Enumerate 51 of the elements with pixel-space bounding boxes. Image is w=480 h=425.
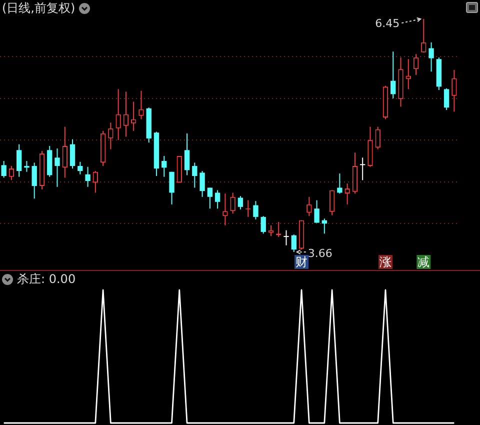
candlestick [375,126,380,150]
candlestick [413,54,419,76]
candlestick [452,69,457,112]
candlestick [16,144,22,178]
candlestick [222,193,228,226]
candlestick [207,187,213,210]
candlestick [314,200,320,224]
candlestick [253,200,258,220]
candlestick [268,224,274,237]
candlestick [238,196,244,210]
candlestick [78,161,83,175]
candlestick [62,126,68,178]
candlestick [444,88,450,111]
candlestick [260,216,266,234]
text: 涨 [379,255,392,270]
candlestick [8,165,14,181]
candlestick [32,162,37,200]
candlestick [24,160,30,172]
candlestick [214,190,220,210]
candlestick [70,138,76,169]
candlestick [337,173,342,194]
text: 减 [418,255,430,270]
candlestick [360,157,366,181]
candlestick [138,90,144,120]
candlestick [421,18,426,53]
candlestick [184,132,190,176]
annotation: 6.45 [375,16,400,30]
candlestick [230,192,236,214]
candlestick [92,170,98,194]
candlestick [368,126,373,168]
candlestick [123,91,129,138]
candlestick [344,183,350,205]
chart-title: (日线,前复权) [2,1,76,15]
candlestick [329,190,335,216]
candlestick [1,160,6,178]
candlestick [169,171,174,205]
candlestick [428,42,434,72]
candlestick [108,122,114,150]
candlestick [284,230,289,246]
chart-title: 杀庄: 0.00 [17,272,76,286]
text: 财 [296,255,308,270]
candlestick [390,51,396,99]
candlestick [162,155,167,178]
candlestick [85,166,90,188]
candlestick [116,88,121,141]
annotation: 3.66 [308,246,332,260]
candlestick [130,101,136,132]
candlestick [200,170,205,198]
candlestick [352,152,358,194]
candlestick [192,162,198,188]
candlestick [54,148,60,188]
